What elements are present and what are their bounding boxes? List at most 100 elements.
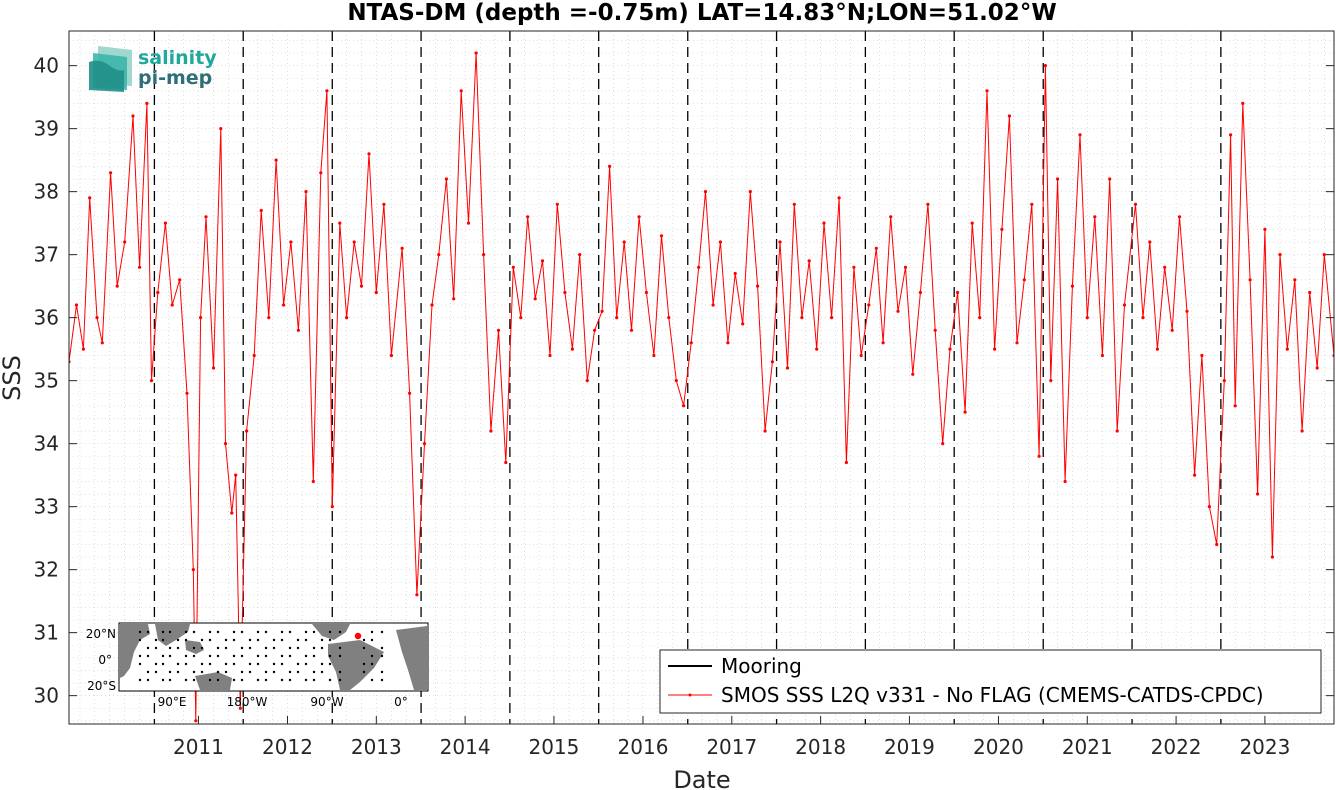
data-point-smos-sss (289, 240, 293, 244)
data-point-smos-sss (741, 322, 745, 326)
inset-mooring-dot (370, 630, 374, 634)
inset-mooring-dot (138, 654, 142, 658)
inset-mooring-dot (168, 670, 172, 674)
data-point-smos-sss (756, 284, 760, 288)
inset-lat-label-0: 0° (98, 653, 112, 667)
series-layer (69, 51, 1334, 723)
inset-mooring-dot (208, 638, 212, 642)
inset-mooring-dot (296, 638, 300, 642)
data-point-smos-sss (149, 379, 154, 383)
data-point-smos-sss (837, 196, 841, 200)
inset-mooring-dot (264, 646, 268, 650)
data-point-smos-sss (234, 473, 238, 477)
data-point-smos-sss (985, 89, 989, 93)
y-tick-label: 30 (34, 684, 59, 708)
data-point-smos-sss (430, 303, 434, 307)
data-point-smos-sss (1163, 265, 1167, 269)
data-point-smos-sss (629, 328, 634, 332)
inset-lon-label-90e: 90°E (158, 695, 187, 709)
inset-mooring-dot (328, 630, 332, 634)
data-point-smos-sss (519, 316, 523, 320)
data-point-smos-sss (163, 221, 167, 225)
x-tick-label: 2016 (618, 735, 669, 759)
data-point-smos-sss (185, 391, 189, 395)
data-point-smos-sss (889, 215, 893, 219)
year-boundary-lines (153, 31, 1222, 724)
inset-mooring-dot (380, 646, 384, 650)
data-point-smos-sss (1063, 479, 1067, 484)
inset-mooring-dot (312, 646, 316, 650)
data-point-smos-sss (978, 316, 982, 320)
inset-mooring-dot (161, 638, 165, 642)
data-point-smos-sss (1278, 253, 1282, 257)
salinity-pimep-logo: salinity pi-mep (89, 46, 217, 92)
inset-mooring-dot (192, 678, 196, 682)
inset-mooring-dot (296, 662, 300, 666)
inset-mooring-dot (146, 630, 150, 634)
data-point-smos-sss (570, 347, 575, 351)
inset-mooring-dot (232, 630, 236, 634)
data-point-smos-sss (689, 341, 693, 345)
inset-lon-label-90w: 90°W (310, 695, 343, 709)
inset-mooring-dot (338, 630, 342, 634)
data-point-smos-sss (415, 593, 419, 597)
y-tick-label: 33 (34, 495, 59, 519)
inset-mooring-dot (192, 646, 196, 650)
data-point-smos-sss (563, 290, 567, 295)
data-point-smos-sss (659, 234, 664, 238)
chart-title: NTAS-DM (depth =-0.75m) LAT=14.83°N;LON=… (347, 0, 1056, 26)
data-point-smos-sss (466, 221, 471, 225)
logo-waves-icon (89, 46, 132, 92)
data-point-smos-sss (191, 568, 195, 572)
plot-background (69, 31, 1334, 724)
data-point-smos-sss (88, 196, 92, 200)
data-point-smos-sss (274, 158, 278, 162)
data-point-smos-sss (178, 278, 182, 282)
data-point-smos-sss (800, 316, 804, 320)
data-point-smos-sss (311, 479, 315, 484)
y-tick-label: 37 (34, 243, 59, 267)
data-point-smos-sss (1007, 114, 1012, 118)
inset-mooring-dot (288, 670, 292, 674)
inset-mooring-dot (200, 662, 204, 666)
inset-mooring-dot (232, 638, 236, 642)
inset-mooring-dot (224, 646, 228, 650)
inset-mooring-dot (216, 646, 220, 650)
data-point-smos-sss (444, 177, 448, 181)
data-point-smos-sss (1155, 347, 1159, 351)
inset-mooring-dot (184, 662, 188, 666)
data-point-smos-sss (1000, 227, 1004, 231)
inset-mooring-dot (154, 646, 158, 650)
inset-mooring-dot (154, 670, 158, 674)
data-point-smos-sss (918, 290, 923, 295)
data-point-smos-sss (238, 706, 242, 710)
data-point-smos-sss (807, 259, 811, 263)
data-point-smos-sss (400, 246, 404, 250)
data-point-smos-sss (304, 190, 308, 194)
inset-lat-label-20s: 20°S (87, 679, 116, 693)
data-point-smos-sss (1229, 133, 1233, 137)
inset-mooring-dot (168, 678, 172, 682)
inset-map: 20°N 0° 20°S 90°E 180°W 90°W 0° (86, 622, 429, 709)
inset-mooring-dot (216, 678, 220, 682)
inset-mooring-dot (380, 678, 384, 682)
inset-mooring-dot (304, 638, 308, 642)
inset-mooring-dot (176, 646, 180, 650)
y-tick-label: 31 (34, 621, 59, 645)
data-point-smos-sss (963, 410, 967, 414)
data-point-smos-sss (1015, 341, 1019, 345)
x-tick-label: 2015 (528, 735, 579, 759)
data-point-smos-sss (459, 89, 463, 93)
inset-mooring-dot (338, 646, 342, 650)
inset-mooring-dot (138, 678, 142, 682)
data-point-smos-sss (1270, 555, 1274, 559)
data-point-smos-sss (874, 246, 878, 250)
logo-line-2: pi-mep (138, 67, 212, 89)
data-point-smos-sss (956, 290, 960, 295)
inset-mooring-dot (224, 638, 228, 642)
data-point-smos-sss (748, 190, 752, 194)
inset-mooring-dot (328, 638, 332, 642)
data-point-smos-sss (422, 442, 427, 446)
data-point-smos-sss (211, 366, 216, 370)
data-point-smos-sss (1133, 202, 1138, 206)
